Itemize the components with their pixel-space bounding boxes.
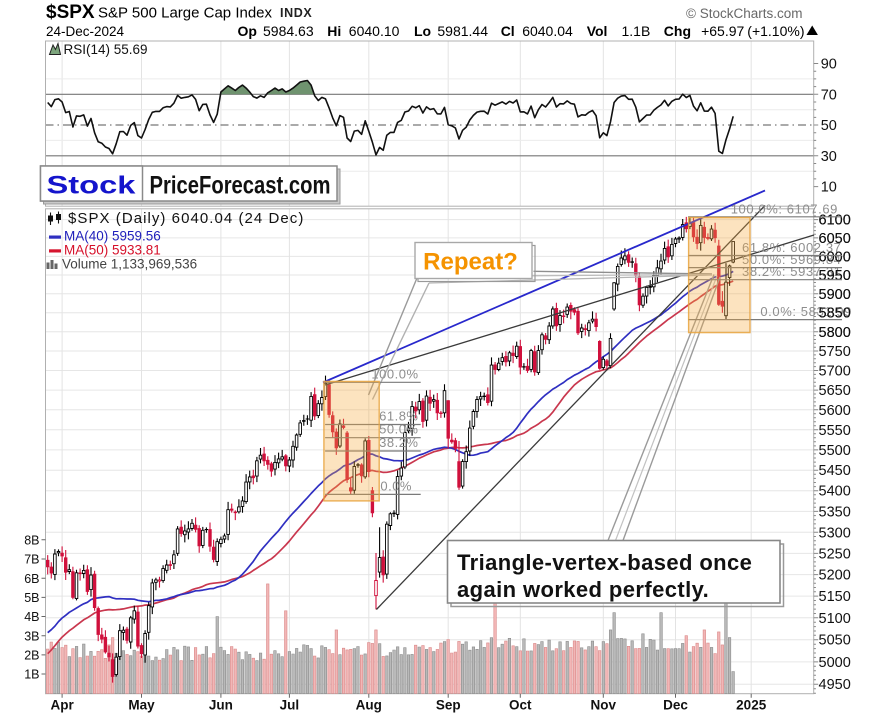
svg-text:5450: 5450 <box>819 463 851 479</box>
svg-text:Oct: Oct <box>509 698 532 713</box>
svg-text:RSI(14) 55.69: RSI(14) 55.69 <box>64 42 148 57</box>
svg-text:5500: 5500 <box>819 443 851 459</box>
svg-text:5700: 5700 <box>819 364 851 380</box>
svg-text:5900: 5900 <box>819 287 851 303</box>
svg-text:+65.97: +65.97 <box>701 23 744 39</box>
svg-text:5000: 5000 <box>819 655 851 671</box>
svg-text:50: 50 <box>821 118 837 134</box>
svg-text:$SPX (Daily) 6040.04 (24 Dec): $SPX (Daily) 6040.04 (24 Dec) <box>68 210 304 227</box>
svg-text:Cl: Cl <box>501 23 515 39</box>
svg-text:5550: 5550 <box>819 423 851 439</box>
svg-text:5800: 5800 <box>819 325 851 341</box>
svg-text:50.0%: 50.0% <box>379 422 418 437</box>
svg-text:61.8%: 6002.37: 61.8%: 6002.37 <box>742 240 841 255</box>
svg-text:MA(50) 5933.81: MA(50) 5933.81 <box>64 243 161 258</box>
svg-text:$SPX: $SPX <box>46 2 95 23</box>
svg-text:10: 10 <box>821 180 837 196</box>
svg-text:Dec: Dec <box>663 698 688 713</box>
svg-text:5650: 5650 <box>819 383 851 399</box>
svg-text:8B: 8B <box>24 533 39 547</box>
svg-text:Triangle-vertex-based once: Triangle-vertex-based once <box>457 550 752 575</box>
svg-text:Nov: Nov <box>591 698 617 713</box>
svg-text:38.2%: 38.2% <box>379 435 418 450</box>
svg-text:5950: 5950 <box>819 268 851 284</box>
svg-text:90: 90 <box>821 57 837 73</box>
svg-text:S&P 500 Large Cap Index: S&P 500 Large Cap Index <box>98 5 273 22</box>
svg-text:5100: 5100 <box>819 611 851 627</box>
svg-text:Hi: Hi <box>327 23 341 39</box>
svg-text:6050: 6050 <box>819 231 851 247</box>
svg-text:© StockCharts.com: © StockCharts.com <box>686 6 802 21</box>
svg-text:24-Dec-2024: 24-Dec-2024 <box>46 24 125 39</box>
svg-text:5600: 5600 <box>819 403 851 419</box>
svg-text:3B: 3B <box>24 629 39 643</box>
svg-text:0.0%: 0.0% <box>380 478 412 493</box>
svg-text:5750: 5750 <box>819 344 851 360</box>
svg-text:61.8%: 61.8% <box>379 409 418 424</box>
svg-text:Lo: Lo <box>414 23 431 39</box>
svg-text:5981.44: 5981.44 <box>437 23 488 39</box>
svg-text:Repeat?: Repeat? <box>423 249 518 276</box>
svg-text:Chg: Chg <box>664 23 691 39</box>
svg-text:6040.04: 6040.04 <box>522 23 573 39</box>
svg-text:Vol: Vol <box>587 23 608 39</box>
svg-text:5350: 5350 <box>819 504 851 520</box>
svg-text:2025: 2025 <box>736 698 767 713</box>
svg-text:4B: 4B <box>24 610 39 624</box>
svg-text:6000: 6000 <box>819 249 851 265</box>
svg-text:Jul: Jul <box>280 698 300 713</box>
svg-text:6050: 6050 <box>819 231 851 247</box>
svg-text:5200: 5200 <box>819 568 851 584</box>
svg-text:5850: 5850 <box>819 306 851 322</box>
svg-text:100.0%: 100.0% <box>371 366 418 381</box>
svg-text:INDX: INDX <box>280 6 312 20</box>
svg-text:6100: 6100 <box>819 213 851 229</box>
svg-text:Op: Op <box>238 23 257 39</box>
svg-text:4950: 4950 <box>819 677 851 693</box>
svg-text:100.0%: 6107.69: 100.0%: 6107.69 <box>731 201 838 216</box>
svg-text:6040.10: 6040.10 <box>349 23 400 39</box>
svg-text:5400: 5400 <box>819 484 851 500</box>
svg-text:PriceForecast.com: PriceForecast.com <box>150 172 331 200</box>
svg-text:Stock: Stock <box>47 172 136 200</box>
svg-text:5250: 5250 <box>819 546 851 562</box>
svg-text:5150: 5150 <box>819 589 851 605</box>
svg-text:1.1B: 1.1B <box>622 23 651 39</box>
svg-text:5984.63: 5984.63 <box>263 23 314 39</box>
svg-text:again worked perfectly.: again worked perfectly. <box>457 577 709 602</box>
svg-text:Volume 1,133,969,536: Volume 1,133,969,536 <box>62 257 197 272</box>
svg-text:5300: 5300 <box>819 525 851 541</box>
svg-text:Jun: Jun <box>209 698 233 713</box>
svg-text:70: 70 <box>821 87 837 103</box>
svg-text:Aug: Aug <box>356 698 382 713</box>
svg-text:Apr: Apr <box>50 698 74 713</box>
svg-text:30: 30 <box>821 149 837 165</box>
svg-text:5850: 5850 <box>819 306 851 322</box>
svg-text:0.0%: 5831.99: 0.0%: 5831.99 <box>760 304 852 319</box>
svg-text:1B: 1B <box>24 668 39 682</box>
svg-text:MA(40) 5959.56: MA(40) 5959.56 <box>64 229 161 244</box>
svg-text:7B: 7B <box>24 553 39 567</box>
svg-text:5050: 5050 <box>819 633 851 649</box>
svg-text:Sep: Sep <box>436 698 461 713</box>
svg-text:5800: 5800 <box>819 325 851 341</box>
svg-text:2B: 2B <box>24 649 39 663</box>
svg-text:5B: 5B <box>24 591 39 605</box>
svg-text:6B: 6B <box>24 572 39 586</box>
svg-text:May: May <box>128 698 155 713</box>
svg-text:5900: 5900 <box>819 287 851 303</box>
svg-text:6000: 6000 <box>819 249 851 265</box>
svg-text:(+1.10%): (+1.10%) <box>747 23 804 39</box>
